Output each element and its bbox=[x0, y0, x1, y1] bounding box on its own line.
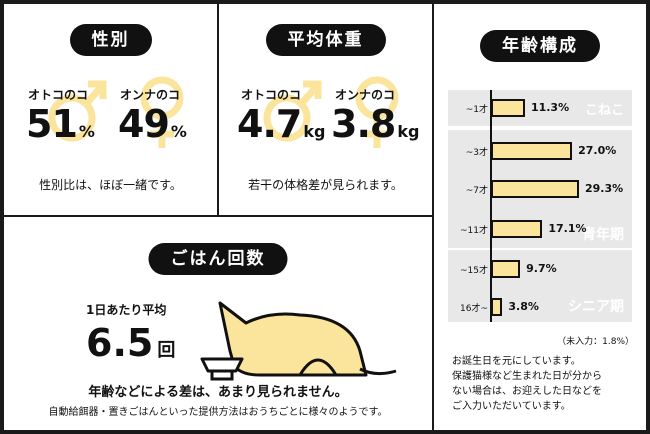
weight-panel: 平均体重 オトコのコ オンナのコ 4.7 kg 3.8 kg 若干の体格差が見られま… bbox=[219, 4, 432, 215]
age-tick-label: ~1才 bbox=[465, 105, 488, 115]
age-bar bbox=[491, 260, 521, 278]
age-band-kitten-label: こねこ bbox=[584, 103, 624, 118]
age-footnote: お誕生日を元にしています。 保護猫様など生まれた日が分から ない場合は、お迎えし… bbox=[452, 354, 602, 414]
male-symbol-icon bbox=[263, 80, 322, 142]
age-unknown-note: （未入力：1.8%） bbox=[557, 337, 634, 347]
sex-title: 性別 bbox=[69, 24, 152, 56]
age-band-senior: シニア期 bbox=[448, 250, 632, 322]
female-symbol-icon bbox=[140, 76, 184, 148]
age-bar-value: 9.7% bbox=[526, 262, 557, 275]
meals-label: 1日あたり平均 bbox=[86, 303, 167, 317]
age-footnote-line: ない場合は、お迎えした日などを bbox=[452, 386, 602, 397]
age-footnote-line: 保護猫様など生まれた日が分から bbox=[452, 371, 602, 382]
male-symbol-icon bbox=[48, 80, 107, 142]
age-footnote-line: お誕生日を元にしています。 bbox=[452, 356, 581, 367]
age-tick-label: ~7才 bbox=[465, 186, 488, 196]
sex-female-label: オンナのコ bbox=[120, 88, 181, 102]
weight-note: 若干の体格差が見られます。 bbox=[248, 178, 403, 192]
weight-male-label: オトコのコ bbox=[241, 88, 302, 102]
age-axis bbox=[490, 90, 492, 322]
age-tick-label: 16才~ bbox=[460, 304, 488, 314]
age-band-kitten: こねこ bbox=[448, 90, 632, 126]
age-bar-value: 11.3% bbox=[530, 101, 570, 114]
female-symbol-icon bbox=[355, 76, 399, 148]
age-footnote-line: ご入力いただいています。 bbox=[452, 401, 571, 412]
weight-male-value: 4.7 kg bbox=[237, 102, 326, 146]
age-bar-value: 17.1% bbox=[548, 222, 587, 235]
sex-panel: 性別 オトコのコ オンナのコ 51% 49% 性別比は、ほぼ一緒です。 bbox=[4, 4, 217, 215]
age-tick-label: ~3才 bbox=[465, 148, 488, 158]
sex-female-value: 49% bbox=[118, 102, 187, 146]
age-tick-label: ~11才 bbox=[460, 226, 488, 236]
age-band-adult-label: 青年期 bbox=[582, 227, 624, 243]
age-bar bbox=[491, 220, 543, 238]
age-bar-value: 29.3% bbox=[585, 182, 624, 195]
age-bar bbox=[491, 99, 525, 117]
weight-female-value: 3.8 kg bbox=[331, 102, 420, 146]
age-bar bbox=[491, 298, 503, 316]
weight-title: 平均体重 bbox=[265, 24, 386, 56]
meals-note: 年齢などによる差は、あまり見られません。 bbox=[88, 385, 348, 400]
age-bar bbox=[491, 142, 573, 160]
meals-panel: ごはん回数 1日あたり平均 6.5 回 年齢などによる差は、あまり見られません。 … bbox=[4, 217, 432, 430]
meals-value: 6.5 回 bbox=[86, 321, 176, 365]
age-band-senior-label: シニア期 bbox=[568, 299, 624, 315]
age-bar-value: 27.0% bbox=[578, 144, 617, 157]
age-bar-value: 3.8% bbox=[508, 300, 539, 313]
sex-male-label: オトコのコ bbox=[28, 88, 89, 102]
age-panel: 年齢構成 こねこ 青年期 シニア期 ~1才 11.3% ~3才 27.0% ~7才 29.… bbox=[434, 4, 646, 430]
age-title: 年齢構成 bbox=[480, 30, 600, 62]
sex-note: 性別比は、ほぼ一緒です。 bbox=[39, 178, 182, 192]
weight-female-label: オンナのコ bbox=[335, 88, 396, 102]
meals-title: ごはん回数 bbox=[148, 243, 288, 275]
age-tick-label: ~15才 bbox=[460, 266, 488, 276]
meals-subnote: 自動給餌器・置きごはんといった提供方法はおうちごとに様々のようです。 bbox=[48, 407, 388, 418]
sex-male-value: 51% bbox=[26, 102, 95, 146]
age-bar bbox=[491, 180, 579, 198]
cat-eating-icon bbox=[200, 301, 397, 381]
